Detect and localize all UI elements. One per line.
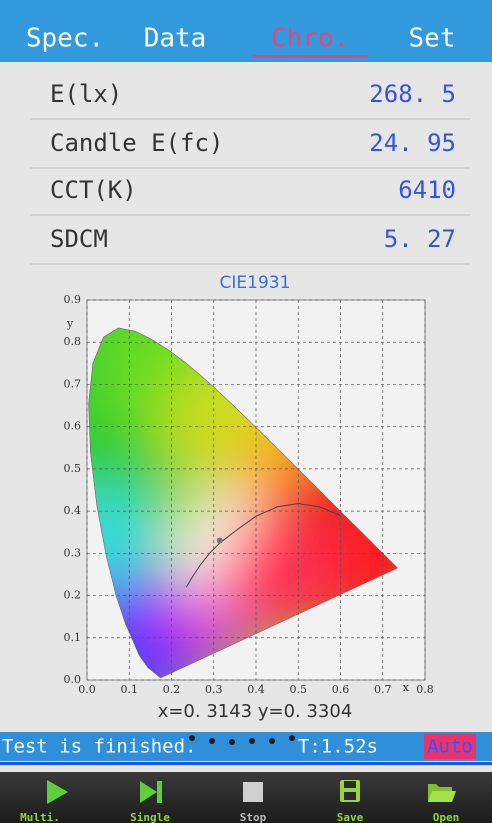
measurement-label: Candle E(fc) xyxy=(50,129,223,157)
x-axis-label: x xyxy=(403,681,410,694)
x-tick-label: 0.4 xyxy=(247,683,265,696)
open-icon[interactable] xyxy=(428,784,456,802)
point-readout: x=0. 3143 y=0. 3304 xyxy=(158,701,353,722)
y-tick-label: 0.2 xyxy=(64,589,82,602)
x-tick-label: 0.1 xyxy=(121,683,139,696)
x-tick-label: 0.5 xyxy=(290,683,308,696)
y-axis-label: y xyxy=(66,317,74,330)
y-tick-label: 0.0 xyxy=(64,673,82,686)
toolbar-label[interactable]: Stop xyxy=(240,811,267,823)
x-tick-label: 0.0 xyxy=(78,683,96,696)
tab[interactable]: Chro. xyxy=(271,24,349,54)
mode-label[interactable]: Auto xyxy=(427,736,473,758)
tab-underline xyxy=(252,55,368,58)
gamut-blob xyxy=(218,515,336,633)
measurement-value: 268. 5 xyxy=(369,80,456,108)
status-message: Test is finished. xyxy=(2,736,196,758)
tab-bar xyxy=(0,0,492,62)
page-dots xyxy=(189,735,295,745)
single-icon[interactable] xyxy=(140,781,162,803)
y-tick-label: 0.5 xyxy=(64,462,82,475)
y-tick-label: 0.8 xyxy=(64,335,82,348)
mode-badge[interactable] xyxy=(424,734,476,759)
stop-icon[interactable] xyxy=(243,782,263,802)
y-tick-label: 0.1 xyxy=(64,631,82,644)
measurement-label: SDCM xyxy=(50,225,108,253)
gamut-blob xyxy=(88,486,167,604)
toolbar-label[interactable]: Single xyxy=(130,811,170,823)
y-tick-label: 0.6 xyxy=(64,420,82,433)
measurement-label: E(lx) xyxy=(50,80,122,108)
x-tick-label: 0.7 xyxy=(374,683,392,696)
planckian-locus xyxy=(185,502,341,588)
measurement-label: CCT(K) xyxy=(50,176,137,204)
y-tick-label: 0.3 xyxy=(64,546,82,559)
save-icon[interactable] xyxy=(340,780,360,802)
status-bar xyxy=(0,732,492,761)
y-tick-label: 0.7 xyxy=(64,377,82,390)
tab[interactable]: Data xyxy=(144,24,207,54)
measurement-value: 6410 xyxy=(398,176,456,204)
toolbar-label[interactable]: Open xyxy=(433,811,460,823)
multi-icon[interactable] xyxy=(47,780,68,804)
measurement-value: 5. 27 xyxy=(384,225,456,253)
measurement-value: 24. 95 xyxy=(369,129,456,157)
y-tick-label: 0.4 xyxy=(64,504,82,517)
x-tick-label: 0.3 xyxy=(205,683,223,696)
toolbar-label[interactable]: Save xyxy=(337,811,364,823)
locus-outline xyxy=(88,327,398,679)
status-time: T:1.52s xyxy=(298,736,378,758)
x-tick-label: 0.2 xyxy=(163,683,181,696)
x-tick-label: 0.6 xyxy=(332,683,350,696)
status-underline xyxy=(0,762,492,765)
tab[interactable]: Set xyxy=(409,24,456,54)
tab[interactable]: Spec. xyxy=(26,24,104,54)
y-tick-label: 0.9 xyxy=(64,293,82,306)
measured-point xyxy=(216,537,223,544)
toolbar-label[interactable]: Multi. xyxy=(20,811,60,823)
chart-title: CIE1931 xyxy=(220,273,291,293)
x-tick-label: 0.8 xyxy=(416,683,434,696)
